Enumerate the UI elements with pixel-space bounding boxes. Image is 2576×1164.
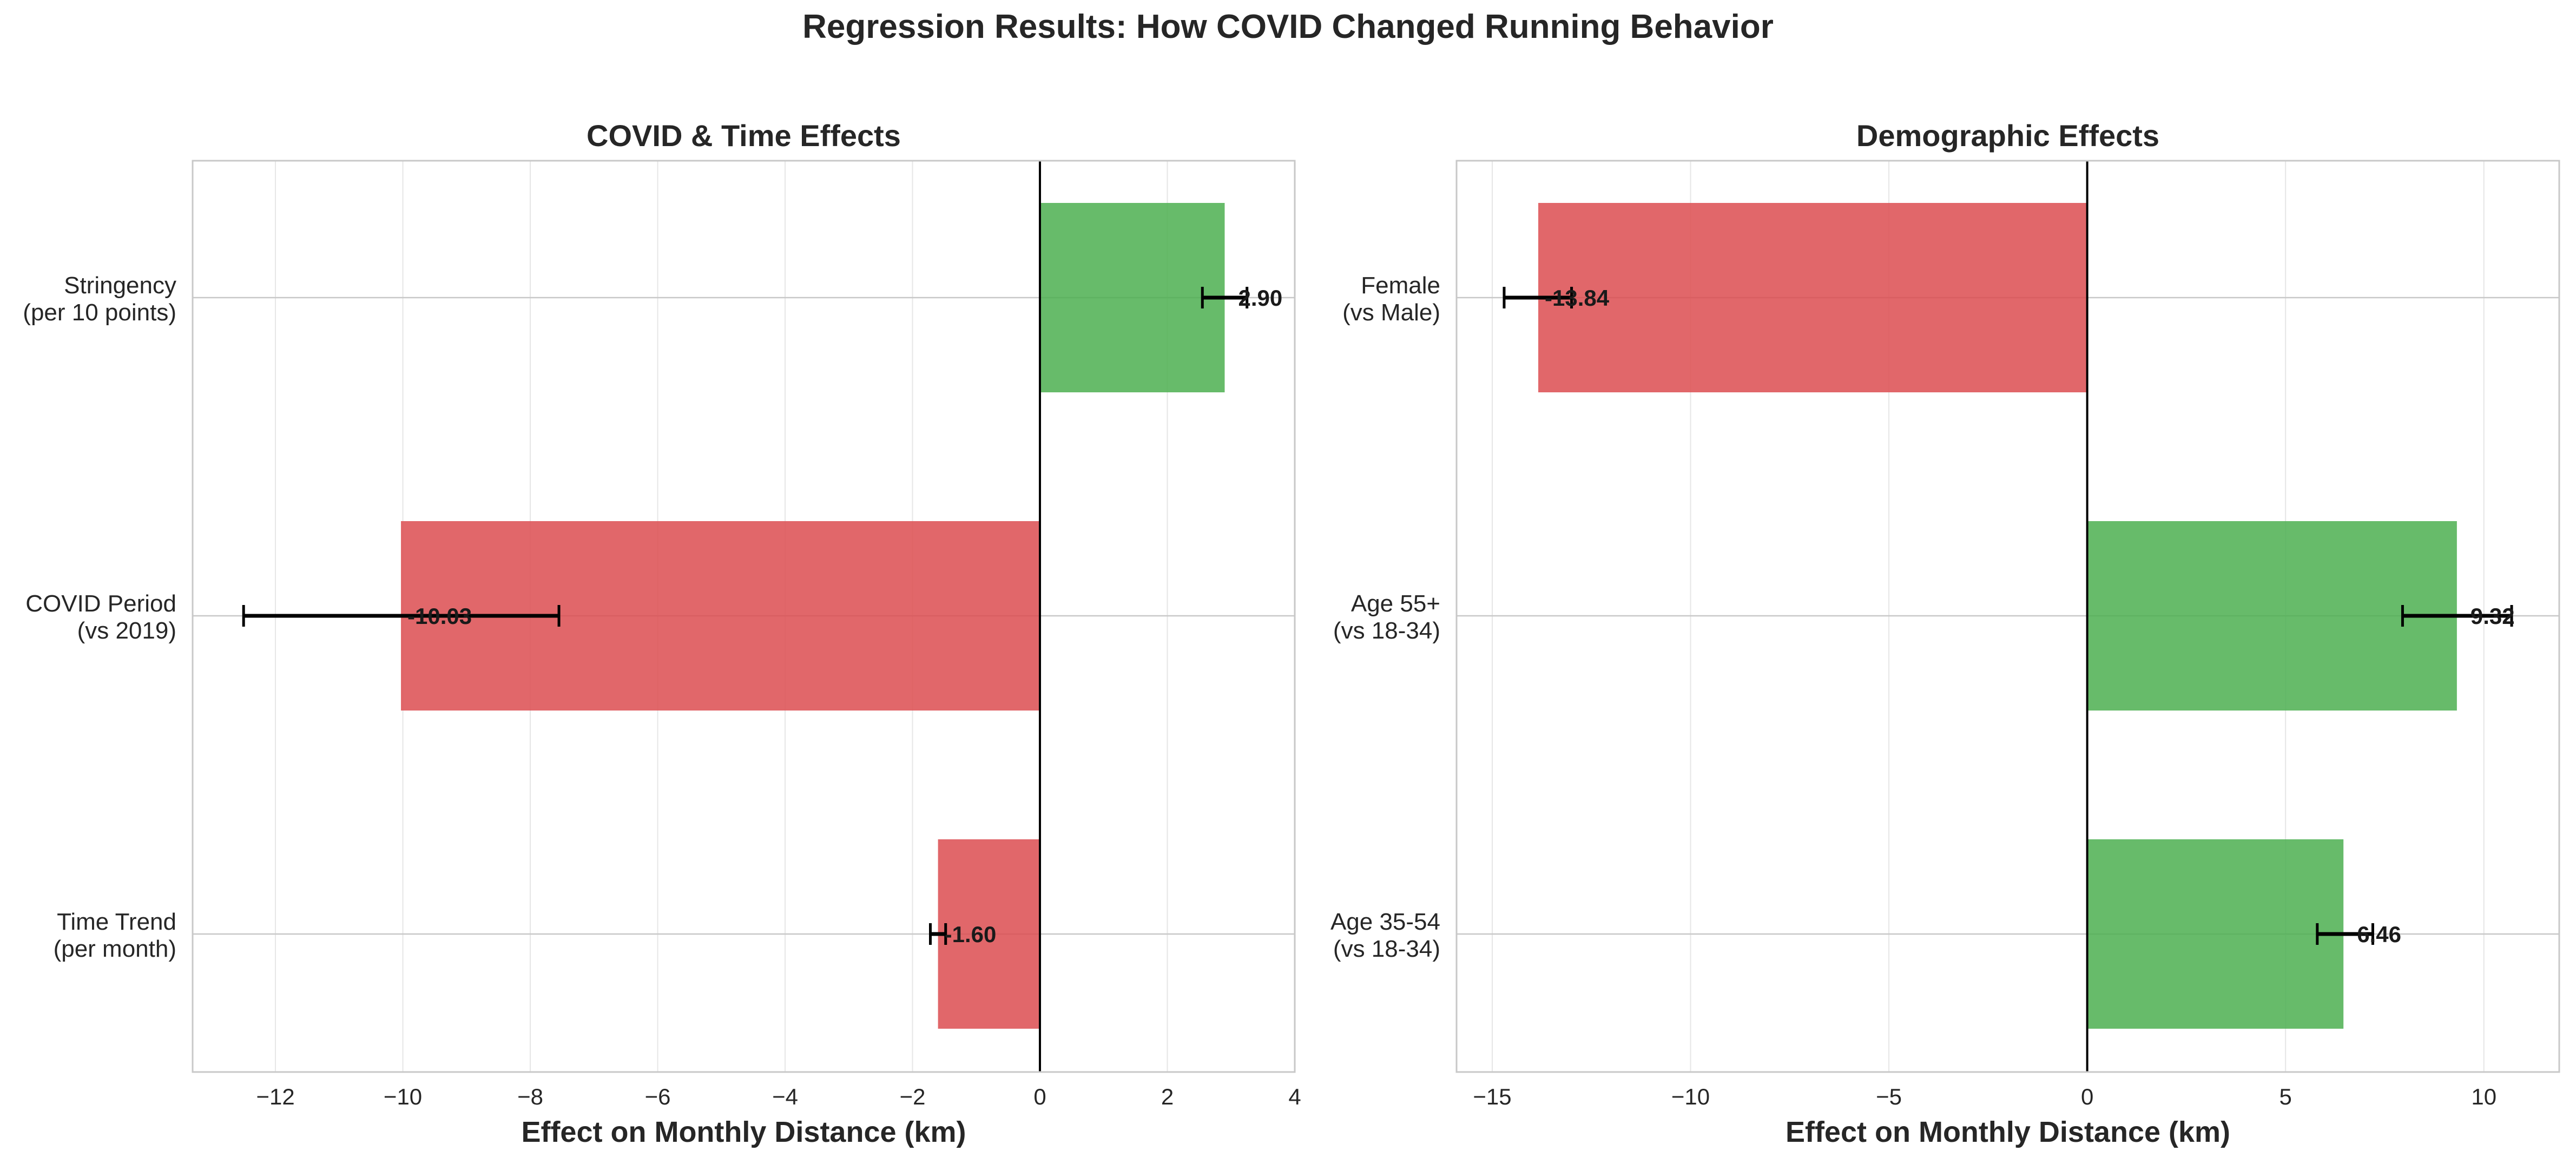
panel-title: Demographic Effects [1856, 119, 2159, 153]
error-bar [242, 605, 561, 627]
figure-title: Regression Results: How COVID Changed Ru… [802, 8, 1774, 45]
data-label: -13.84 [1545, 285, 1610, 311]
x-tick-label: 10 [2471, 1084, 2496, 1109]
y-tick-label-line: Time Trend [57, 909, 176, 935]
y-tick-label-line: (vs 18-34) [1333, 936, 1440, 962]
y-tick-label: Time Trend (per month) [54, 909, 176, 962]
x-tick-label: −12 [256, 1084, 294, 1109]
y-tick-label-line: Stringency [64, 272, 176, 299]
bar [2087, 521, 2457, 711]
x-axis-label: Effect on Monthly Distance (km) [521, 1116, 966, 1148]
error-bar [928, 923, 947, 945]
chart-panel-1: −12 −10 −8 −6 −4 −2 0 2 4 2.90 -10.03 -1.60 Stringen… [23, 119, 1301, 1148]
x-tick-label: 4 [1288, 1084, 1301, 1109]
y-tick-label-line: COVID Period [25, 590, 176, 617]
x-tick-label: −4 [772, 1084, 798, 1109]
y-tick-label-line: (vs Male) [1342, 299, 1440, 326]
x-tick-label: −10 [1671, 1084, 1710, 1109]
x-tick-label: 2 [1161, 1084, 1174, 1109]
y-tick-label-line: (vs 2019) [77, 617, 176, 644]
x-axis-label: Effect on Monthly Distance (km) [1786, 1116, 2230, 1148]
y-tick-label-line: Age 35-54 [1330, 909, 1440, 935]
data-label: 6.46 [2357, 922, 2401, 947]
bar [938, 839, 1040, 1029]
x-tick-label: −5 [1876, 1084, 1902, 1109]
y-tick-label: Stringency (per 10 points) [23, 272, 176, 326]
error-bar [2316, 923, 2374, 945]
x-tick-label: −2 [900, 1084, 926, 1109]
x-tick-label: 5 [2279, 1084, 2291, 1109]
x-tick-label: −10 [384, 1084, 422, 1109]
plot-frame [1455, 160, 2560, 1073]
y-tick-label-line: (per month) [54, 936, 176, 962]
plot-frame [192, 160, 1296, 1073]
x-tick-label: −8 [517, 1084, 543, 1109]
error-bar [1503, 287, 1573, 308]
data-label: -1.60 [945, 922, 997, 947]
bar [2087, 839, 2344, 1029]
x-tick-label: 0 [2081, 1084, 2093, 1109]
bar [1040, 203, 1225, 392]
x-tick-label: 0 [1033, 1084, 1046, 1109]
data-label: -10.03 [407, 603, 472, 629]
chart-panel-2: −15 −10 −5 0 5 10 -13.84 9.32 6.46 Female (vs Male… [1330, 119, 2560, 1148]
data-label: 9.32 [2470, 603, 2515, 629]
y-tick-label-line: (per 10 points) [23, 299, 176, 326]
error-bar [2401, 605, 2513, 627]
x-tick-label: −6 [645, 1084, 671, 1109]
y-tick-label: Female (vs Male) [1342, 272, 1440, 326]
y-tick-label: COVID Period (vs 2019) [25, 590, 176, 644]
y-tick-label-line: Age 55+ [1351, 590, 1440, 617]
y-tick-label-line: (vs 18-34) [1333, 617, 1440, 644]
panel-title: COVID & Time Effects [587, 119, 901, 153]
error-bar [1201, 287, 1249, 308]
y-tick-label-line: Female [1361, 272, 1440, 299]
y-tick-label: Age 35-54 (vs 18-34) [1330, 909, 1440, 962]
x-tick-label: −15 [1473, 1084, 1511, 1109]
bar [1538, 203, 2087, 392]
data-label: 2.90 [1238, 285, 1282, 311]
y-tick-label: Age 55+ (vs 18-34) [1333, 590, 1440, 644]
